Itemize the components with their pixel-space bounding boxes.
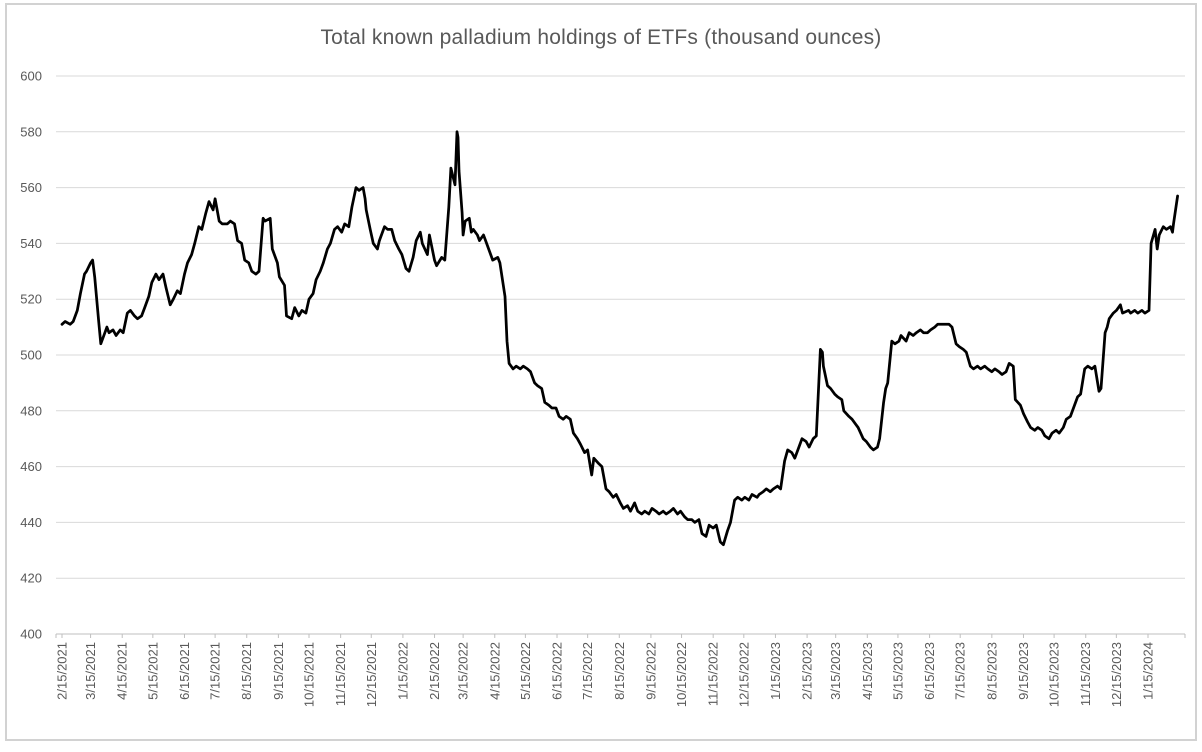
gridlines-group: [56, 75, 1185, 635]
x-axis-tick-label: 11/15/2023: [1078, 642, 1093, 706]
y-axis-labels-group: 400 420 440 460 480 500 520 540 560 580 600: [20, 69, 42, 642]
x-axis-tick-label: 2/15/2022: [427, 642, 442, 700]
y-axis-tick-label: 480: [20, 403, 42, 418]
x-axis-tick-label: 12/15/2021: [364, 642, 379, 707]
y-axis-tick-label: 500: [20, 348, 42, 363]
y-axis-tick-label: 440: [20, 515, 42, 530]
x-axis-tick-label: 7/15/2021: [208, 642, 223, 700]
x-axis-tick-label: 10/15/2021: [302, 642, 317, 707]
x-axis-tick-label: 11/15/2022: [706, 642, 721, 706]
x-axis-labels-group: 2/15/2021 3/15/2021 4/15/2021 5/15/2021 6/15…: [55, 642, 1156, 707]
x-axis-tick-label: 4/15/2022: [487, 642, 502, 700]
palladium-holdings-series-line: [60, 130, 1179, 547]
y-axis-tick-label: 520: [20, 292, 42, 307]
x-axis-tick-label: 11/15/2021: [333, 642, 348, 706]
x-axis-tick-label: 4/15/2023: [860, 642, 875, 700]
x-axis-tick-label: 2/15/2021: [55, 642, 70, 700]
y-axis-tick-label: 420: [20, 571, 42, 586]
y-axis-tick-label: 400: [20, 627, 42, 642]
series-group: [60, 130, 1179, 547]
x-axis-tick-label: 6/15/2023: [922, 642, 937, 700]
x-axis-tick-label: 8/15/2021: [239, 642, 254, 700]
x-axis-tick-label: 1/15/2024: [1141, 642, 1156, 700]
y-axis-tick-label: 540: [20, 236, 42, 251]
x-axis-tick-label: 10/15/2022: [674, 642, 689, 707]
x-axis-tick-label: 6/15/2022: [550, 642, 565, 700]
y-axis-tick-label: 600: [20, 69, 42, 84]
y-axis-tick-label: 560: [20, 180, 42, 195]
x-axis-tick-label: 9/15/2022: [643, 642, 658, 700]
x-axis-tick-label: 12/15/2023: [1109, 642, 1124, 707]
x-axis-tick-label: 7/15/2022: [580, 642, 595, 700]
x-axis-tick-label: 5/15/2022: [518, 642, 533, 700]
x-axis-tick-label: 8/15/2022: [612, 642, 627, 700]
x-axis-tick-label: 12/15/2022: [736, 642, 751, 707]
x-axis-tick-label: 9/15/2021: [271, 642, 286, 700]
x-axis-tick-label: 7/15/2023: [953, 642, 968, 700]
x-axis-tick-label: 2/15/2023: [800, 642, 815, 700]
x-axis-tick-label: 3/15/2023: [828, 642, 843, 700]
x-axis-tick-label: 4/15/2021: [115, 642, 130, 700]
x-axis-tick-label: 1/15/2022: [395, 642, 410, 700]
x-axis-tick-label: 8/15/2023: [984, 642, 999, 700]
x-axis-tick-label: 5/15/2023: [890, 642, 905, 700]
chart-title: Total known palladium holdings of ETFs (…: [320, 26, 882, 49]
x-axis-tick-label: 5/15/2021: [145, 642, 160, 700]
x-axis-tick-label: 1/15/2023: [768, 642, 783, 700]
x-axis-tick-label: 10/15/2023: [1047, 642, 1062, 707]
x-axis-tick-label: 3/15/2021: [83, 642, 98, 700]
x-axis-tick-label: 3/15/2022: [456, 642, 471, 700]
x-axis-tick-label: 6/15/2021: [177, 642, 192, 700]
y-axis-tick-label: 460: [20, 459, 42, 474]
y-axis-tick-label: 580: [20, 124, 42, 139]
x-axis-tick-label: 9/15/2023: [1016, 642, 1031, 700]
x-axis-group: [55, 633, 1186, 638]
